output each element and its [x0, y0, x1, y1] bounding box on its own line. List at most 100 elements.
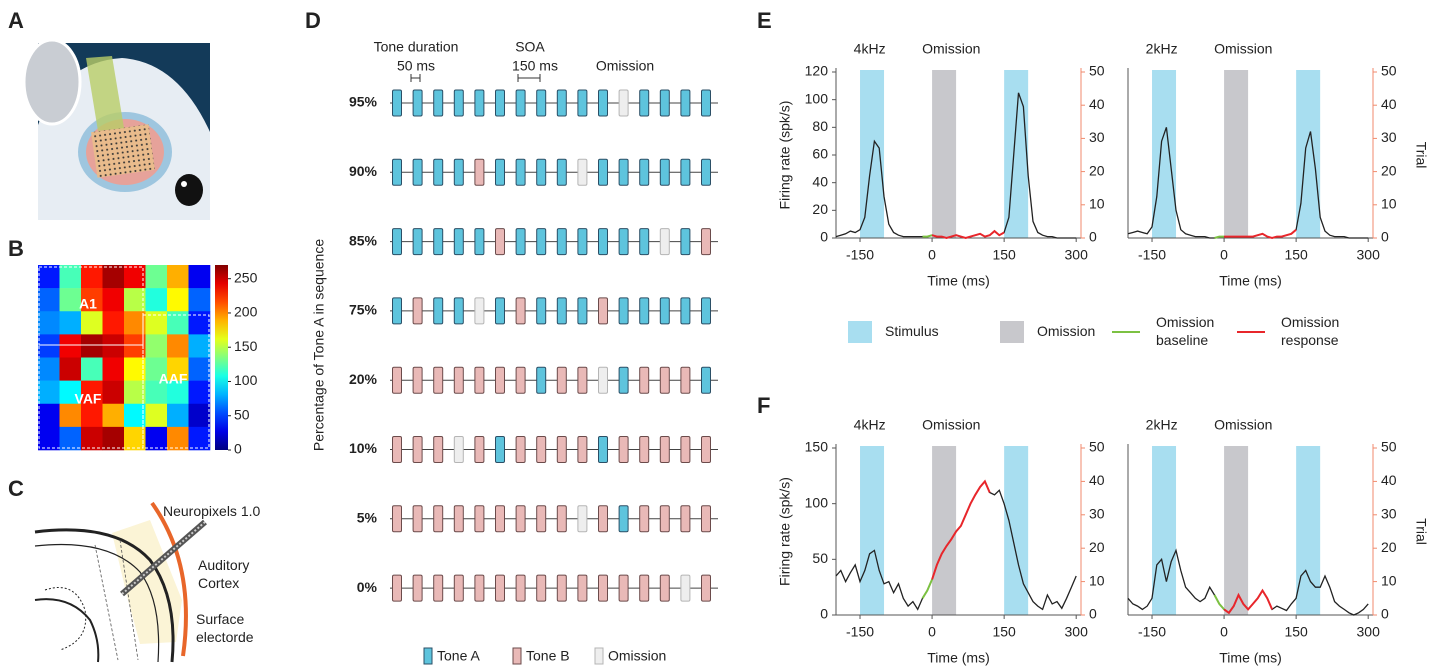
tone: [577, 158, 588, 186]
tone: [433, 228, 444, 256]
anatomy-label: Auditory Cortex: [198, 557, 249, 591]
heat-cell: [124, 265, 146, 289]
band: [860, 446, 885, 615]
heat-cell: [38, 426, 60, 451]
y-tick-label: 60: [812, 146, 828, 162]
colorbar-tick-label: 200: [234, 304, 258, 320]
tone: [618, 366, 629, 394]
tone: [680, 297, 691, 325]
legend-label-line: Omission: [1037, 323, 1095, 339]
band: [1224, 446, 1249, 615]
tone: [536, 366, 547, 394]
tone: [577, 228, 588, 256]
y-axis-label: Firing rate (spk/s): [777, 101, 793, 210]
heat-cell: [38, 265, 60, 289]
tone: [556, 158, 567, 186]
heat-cell: [188, 426, 211, 451]
legend-label-line: Omission: [1281, 314, 1339, 330]
heat-cell: [124, 403, 146, 428]
heat-cell: [167, 334, 189, 358]
tone: [433, 89, 444, 117]
annotation: SOA: [515, 39, 545, 55]
heat-cell: [59, 288, 82, 312]
heat-cell: [81, 380, 103, 405]
psth-highlight: [931, 479, 991, 580]
row-label: 5%: [357, 510, 378, 526]
tone: [680, 158, 691, 186]
tone: [495, 158, 505, 186]
psth-highlight: [921, 579, 934, 599]
y-tick-label: 40: [812, 173, 828, 189]
tone: [618, 297, 629, 325]
tone: [392, 574, 402, 602]
heat-cell: [102, 265, 125, 289]
heat-cell: [188, 334, 211, 358]
panel-label: B: [8, 236, 24, 261]
heat-cell: [145, 380, 168, 405]
heat-cell: [59, 334, 82, 358]
tone: [618, 505, 629, 533]
tone: [556, 89, 567, 117]
heat-cell: [124, 288, 146, 312]
subplot-label: 4kHz: [854, 417, 886, 433]
tone: [680, 505, 691, 533]
tone: [556, 505, 567, 533]
tone: [453, 228, 464, 256]
panel-label: D: [305, 8, 321, 33]
tone: [495, 89, 505, 117]
tone: [474, 158, 485, 186]
colorbar-tick-label: 100: [234, 372, 258, 388]
psth-highlight: [922, 234, 933, 238]
heat-cell: [167, 311, 189, 335]
tone: [392, 297, 402, 325]
legend-swatch: [1000, 321, 1024, 343]
y2-tick-label: 20: [1381, 162, 1397, 178]
tone: [598, 297, 608, 325]
tone: [701, 366, 711, 394]
heat-cell: [102, 334, 125, 358]
legend-swatch: [848, 321, 872, 343]
legend-label-line: baseline: [1156, 332, 1208, 348]
heat-cell: [145, 426, 168, 451]
heat-cell: [167, 426, 189, 451]
tone: [474, 366, 485, 394]
heat-cell: [59, 357, 82, 381]
tone: [701, 505, 711, 533]
band: [1004, 446, 1029, 615]
heat-cell: [167, 288, 189, 312]
tone: [536, 574, 547, 602]
region-boxes: [38, 266, 210, 449]
x-tick-label: -150: [1138, 247, 1166, 263]
row-label: 20%: [349, 371, 378, 387]
tone: [659, 228, 670, 256]
tone: [392, 436, 402, 463]
anatomy-label-line: Auditory: [198, 557, 249, 573]
y-tick-label: 120: [805, 63, 829, 79]
anatomy-label: Neuropixels 1.0: [163, 503, 260, 519]
band: [1296, 446, 1321, 615]
x-tick-label: 150: [992, 247, 1016, 263]
tone: [453, 366, 464, 394]
tone: [536, 297, 547, 325]
heat-cell: [145, 311, 168, 335]
y2-axis-label: Trial: [1413, 142, 1429, 169]
tone: [412, 297, 423, 325]
tone: [639, 228, 650, 256]
band: [1004, 70, 1029, 238]
heat-cell: [38, 334, 60, 358]
heat-cell: [81, 403, 103, 428]
subplot-label: 2kHz: [1146, 417, 1178, 433]
annotation: 150 ms: [512, 58, 558, 74]
tone: [659, 574, 670, 602]
tone: [515, 158, 526, 186]
tone: [598, 228, 608, 256]
y2-tick-label: 40: [1381, 96, 1397, 112]
heat-cell: [81, 288, 103, 312]
subplot-label: Omission: [1214, 41, 1272, 57]
tone: [639, 366, 650, 394]
panel-label: C: [8, 476, 24, 501]
heat-cell: [38, 357, 60, 381]
tone: [639, 505, 650, 533]
tone: [495, 505, 505, 533]
